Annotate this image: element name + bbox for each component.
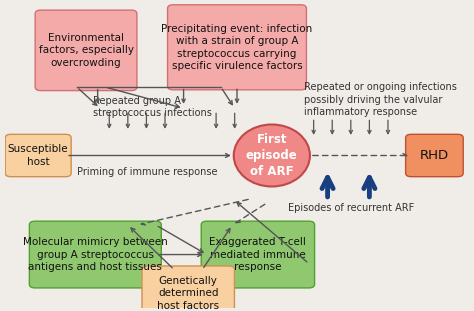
Text: Environmental
factors, especially
overcrowding: Environmental factors, especially overcr… [38,33,134,68]
FancyBboxPatch shape [167,5,307,90]
Text: Susceptible
host: Susceptible host [8,144,69,167]
FancyBboxPatch shape [35,10,137,91]
FancyBboxPatch shape [142,266,235,311]
Text: Episodes of recurrent ARF: Episodes of recurrent ARF [288,203,414,213]
Text: Priming of immune response: Priming of immune response [77,167,217,177]
FancyBboxPatch shape [29,221,161,288]
Text: Molecular mimicry between
group A streptococcus
antigens and host tissues: Molecular mimicry between group A strept… [23,237,168,272]
FancyBboxPatch shape [5,134,71,177]
Text: Repeated group A
streptococcus infections: Repeated group A streptococcus infection… [93,96,212,118]
Text: RHD: RHD [420,149,449,162]
FancyBboxPatch shape [201,221,315,288]
Text: Precipitating event: infection
with a strain of group A
streptococcus carrying
s: Precipitating event: infection with a st… [161,24,313,71]
FancyBboxPatch shape [406,134,463,177]
Text: Exaggerated T-cell
mediated immune
response: Exaggerated T-cell mediated immune respo… [210,237,306,272]
Text: Genetically
determined
host factors: Genetically determined host factors [157,276,219,311]
Text: Repeated or ongoing infections
possibly driving the valvular
inflammatory respon: Repeated or ongoing infections possibly … [304,82,457,117]
Text: First
episode
of ARF: First episode of ARF [246,133,298,178]
Ellipse shape [234,124,310,187]
